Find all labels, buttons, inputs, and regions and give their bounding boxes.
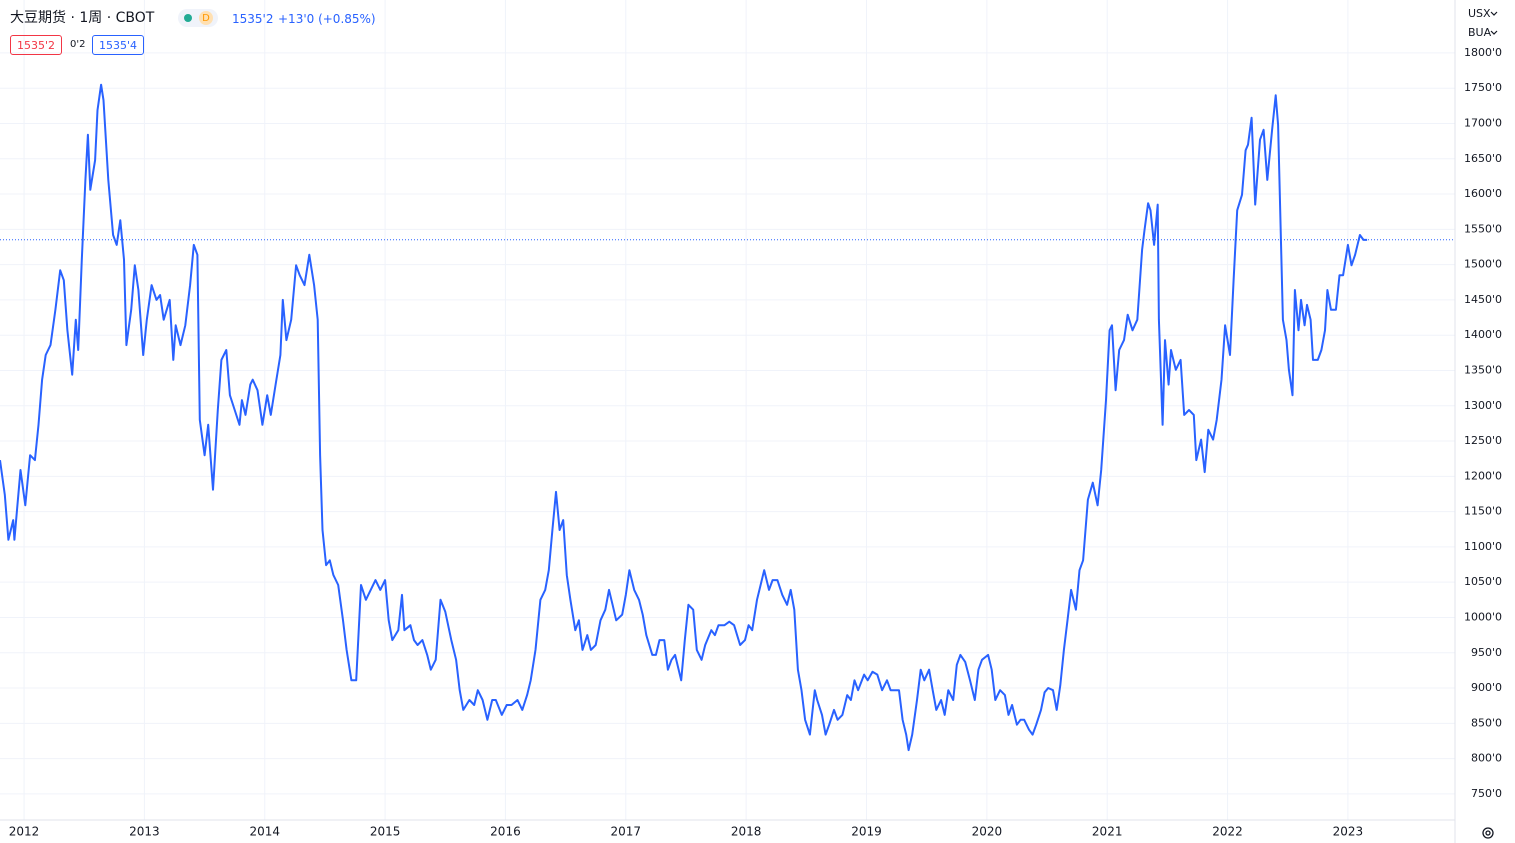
y-tick-label: 1400'0: [1464, 328, 1502, 341]
x-tick-label: 2012: [9, 825, 40, 839]
status-dot: [184, 14, 192, 22]
x-tick-label: 2017: [611, 825, 642, 839]
y-tick-label: 1800'0: [1464, 46, 1502, 59]
x-tick-label: 2015: [370, 825, 401, 839]
price-change: +13'0 (+0.85%): [278, 12, 376, 26]
badge: D: [202, 13, 210, 24]
y-tick-label: 1300'0: [1464, 399, 1502, 412]
currency[interactable]: USX: [1468, 7, 1491, 20]
y-tick-label: 1750'0: [1464, 81, 1502, 94]
badge-bg: [199, 11, 213, 25]
price-line-series: [0, 83, 1368, 752]
y-tick-label: 1600'0: [1464, 187, 1502, 200]
y-tick-label: 1100'0: [1464, 540, 1502, 553]
y-tick-label: 1000'0: [1464, 610, 1502, 623]
y-tick-label: 950'0: [1471, 646, 1502, 659]
y-tick-label: 1450'0: [1464, 293, 1502, 306]
x-tick-label: 2016: [490, 825, 521, 839]
x-tick-label: 2018: [731, 825, 762, 839]
y-tick-label: 1150'0: [1464, 505, 1502, 518]
y-tick-label: 1350'0: [1464, 363, 1502, 376]
y-tick-label: 750'0: [1471, 787, 1502, 800]
x-tick-label: 2022: [1212, 825, 1243, 839]
x-tick-label: 2013: [129, 825, 160, 839]
x-tick-label: 2019: [851, 825, 882, 839]
last-price: 1535'2: [232, 12, 274, 26]
unit-chevron[interactable]: [1490, 30, 1498, 35]
y-tick-label: 1250'0: [1464, 434, 1502, 447]
y-tick-label: 1650'0: [1464, 152, 1502, 165]
y-tick-label: 900'0: [1471, 681, 1502, 694]
x-tick-label: 2014: [249, 825, 280, 839]
x-tick-label: 2021: [1092, 825, 1123, 839]
x-tick-label: 2020: [972, 825, 1003, 839]
sell-price[interactable]: 1535'2: [10, 35, 62, 55]
spread: 0'2: [70, 39, 86, 50]
symbol-title: 大豆期货 · 1周 · CBOT: [10, 10, 155, 26]
y-tick-label: 1700'0: [1464, 116, 1502, 129]
y-tick-label: 1550'0: [1464, 222, 1502, 235]
x-tick-label: 2023: [1333, 825, 1364, 839]
settings-icon[interactable]: [1482, 827, 1494, 839]
y-tick-label: 1050'0: [1464, 575, 1502, 588]
y-tick-label: 800'0: [1471, 752, 1502, 765]
y-tick-label: 1500'0: [1464, 258, 1502, 271]
currency-chevron[interactable]: [1490, 11, 1498, 16]
y-tick-label: 850'0: [1471, 716, 1502, 729]
y-tick-label: 1200'0: [1464, 469, 1502, 482]
unit[interactable]: BUA: [1468, 26, 1492, 39]
buy-price[interactable]: 1535'4: [92, 35, 144, 55]
